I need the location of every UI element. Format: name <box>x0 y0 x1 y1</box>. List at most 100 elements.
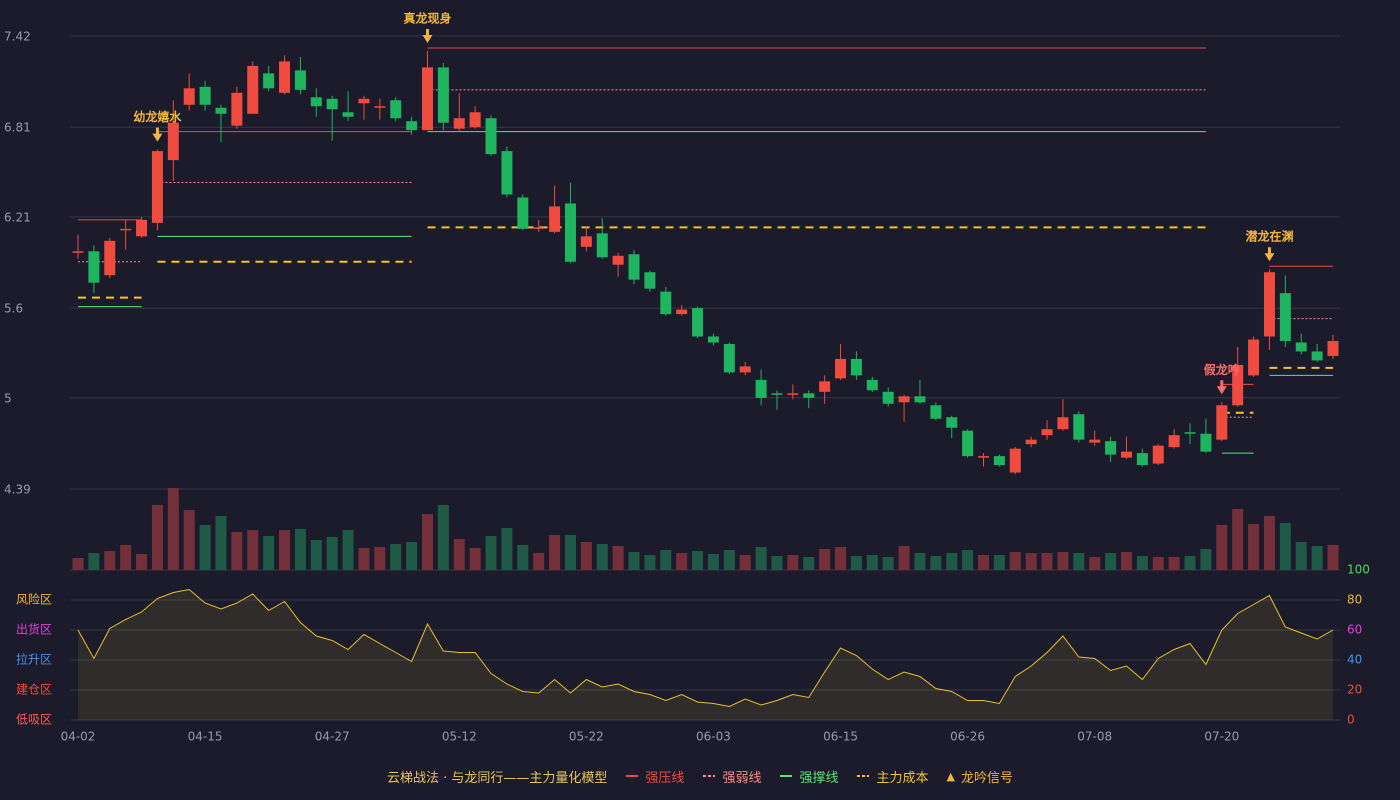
zone-label: 建仓区 <box>16 683 52 697</box>
volume-bar <box>453 539 465 570</box>
volume-bar <box>342 530 354 570</box>
y-tick-label: 5 <box>4 391 12 405</box>
legend: 云梯战法 · 与龙同行——主力量化模型 强压线 强弱线 强撑线 主力成本 ▲ 龙吟信号 <box>0 764 1400 788</box>
signal-label: 幼龙嬉水 <box>133 109 182 124</box>
candle-body <box>1216 405 1228 440</box>
candle-body <box>151 151 163 223</box>
candle-body <box>1263 272 1275 337</box>
volume-bar <box>755 547 767 570</box>
candle-body <box>676 309 688 315</box>
volume-bar <box>183 510 195 570</box>
volume-bar <box>390 544 402 570</box>
candle-body <box>692 308 704 337</box>
volume-bar <box>1120 552 1132 570</box>
legend-triangle: ▲ <box>946 769 955 783</box>
candle-body <box>183 88 195 105</box>
volume-bar <box>294 529 306 570</box>
volume-bar <box>72 558 84 570</box>
level-line <box>78 131 1333 454</box>
signal-arrow <box>422 28 433 43</box>
volume-bar <box>231 532 243 570</box>
signal-label: 潜龙在渊 <box>1245 229 1293 244</box>
volume-bar <box>628 552 640 570</box>
candle-body <box>803 393 815 398</box>
volume-bar <box>644 555 656 570</box>
candle-body <box>104 240 116 276</box>
candle-body <box>644 272 656 289</box>
volume-bar <box>707 554 719 570</box>
candle-body <box>1184 432 1196 434</box>
volume-bar <box>723 550 735 570</box>
volume-bar <box>215 516 227 570</box>
candle-body <box>739 366 751 373</box>
legend-label: 龙吟信号 <box>960 770 1013 786</box>
indicator-area <box>78 589 1333 720</box>
zone-label: 风险区 <box>16 592 52 607</box>
candle-body <box>231 92 243 126</box>
candle-body <box>342 112 354 117</box>
volume-bar <box>279 530 291 570</box>
level-line <box>78 226 1333 414</box>
legend-label: 强压线 <box>645 770 685 786</box>
candle-body <box>978 456 990 458</box>
legend-item: 强弱线 <box>702 767 761 786</box>
candle-body <box>993 456 1005 466</box>
y-tick-label: 6.21 <box>4 210 31 224</box>
volume-bar <box>882 557 894 570</box>
candle-body <box>517 197 529 229</box>
volume-bar <box>199 525 211 570</box>
candle-body <box>1168 435 1180 448</box>
volume-bar <box>501 528 513 570</box>
candle-body <box>564 203 576 262</box>
volume-bar <box>660 550 672 570</box>
volume-bar <box>310 540 322 570</box>
volume-bar <box>469 548 481 570</box>
volume-bar <box>517 545 529 570</box>
candle-body <box>453 118 465 129</box>
legend-label: 强弱线 <box>722 770 762 786</box>
volume-bar <box>358 548 370 570</box>
candle-body <box>771 393 783 395</box>
candle-body <box>1105 441 1117 455</box>
x-tick-label: 05-22 <box>569 730 604 744</box>
candle-body <box>421 67 433 131</box>
legend-swatch <box>857 775 870 777</box>
candle-body <box>167 122 179 161</box>
volume-bar <box>692 551 704 570</box>
candle-body <box>1120 451 1132 458</box>
volume-bar <box>866 555 878 570</box>
x-tick-label: 07-08 <box>1077 730 1112 744</box>
candle-body <box>930 405 942 419</box>
x-tick-label: 05-12 <box>442 730 477 744</box>
candle-body <box>755 379 767 398</box>
candle-body <box>136 219 148 237</box>
candle-body <box>549 206 561 232</box>
volume-bar <box>421 514 433 570</box>
candle-body <box>882 391 894 404</box>
signal-arrow <box>152 127 163 142</box>
candle-body <box>469 112 481 128</box>
candle-body <box>1041 429 1053 436</box>
volume-bar <box>930 556 942 570</box>
zone-label: 拉升区 <box>16 652 52 667</box>
legend-title: 云梯战法 · 与龙同行——主力量化模型 <box>387 770 608 786</box>
candle-body <box>1200 433 1212 452</box>
zone-label: 低吸区 <box>16 713 52 727</box>
x-tick-label: 04-15 <box>188 730 223 744</box>
candle-body <box>819 381 831 392</box>
volume-bar <box>1327 545 1339 570</box>
volume-bar <box>787 555 799 570</box>
candle-body <box>263 73 275 89</box>
volume-bar <box>612 546 624 570</box>
candle-body <box>1232 364 1244 406</box>
x-tick-label: 06-03 <box>696 730 731 744</box>
volume-bar <box>898 546 910 570</box>
candle-body <box>1025 439 1037 445</box>
candle-body <box>866 379 878 391</box>
signal-label: 假龙吟 <box>1204 362 1240 377</box>
candle-body <box>390 100 402 119</box>
volume-bar <box>136 554 148 570</box>
legend-item: 强压线 <box>625 767 684 786</box>
signal-label: 真龙现身 <box>403 10 451 25</box>
